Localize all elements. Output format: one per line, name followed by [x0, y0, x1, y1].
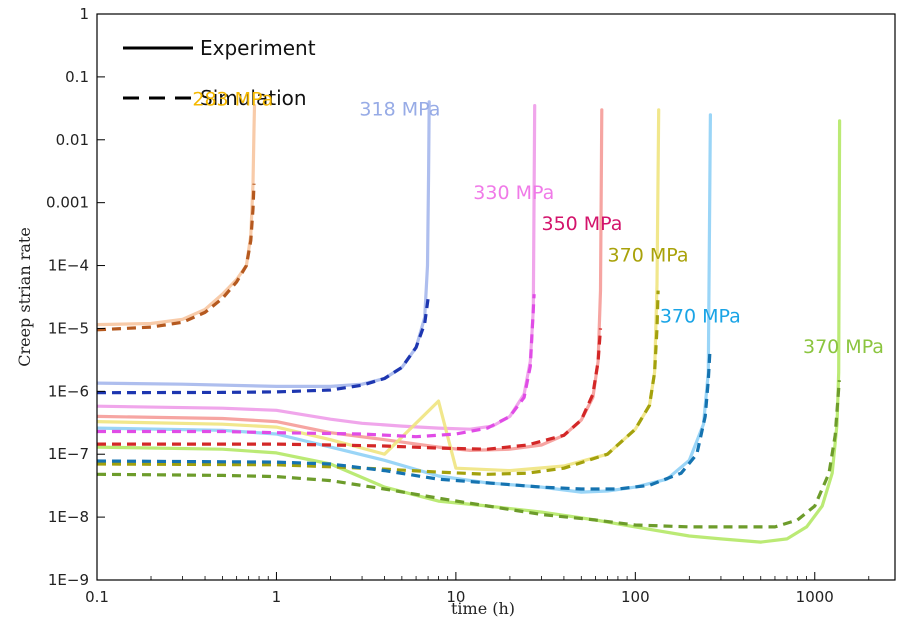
x-axis-title: time (h): [451, 599, 515, 618]
y-tick-label-4: 1E−4: [48, 257, 89, 275]
series-label-4: 370 MPa: [608, 245, 689, 267]
y-tick-label-1: 0.1: [65, 68, 89, 86]
y-tick-label-6: 1E−6: [48, 382, 89, 400]
x-tick-label-1: 1: [272, 588, 282, 606]
series-label-1: 318 MPa: [359, 98, 440, 120]
y-tick-label-3: 0.001: [46, 194, 89, 212]
y-tick-label-5: 1E−5: [48, 319, 89, 337]
series-label-6: 370 MPa: [803, 336, 884, 358]
series-annotations: 283 MPa 318 MPa 330 MPa 350 MPa 370 MPa 370 M…: [192, 89, 884, 358]
experiment-line-3: [97, 108, 604, 452]
y-tick-label-2: 0.01: [56, 131, 89, 149]
x-tick-label-3: 100: [621, 588, 650, 606]
y-tick-label-8: 1E−8: [48, 508, 89, 526]
legend-label-solid: Experiment: [200, 36, 316, 60]
series-label-2: 330 MPa: [473, 182, 554, 204]
experiment-line-2: [97, 104, 537, 431]
series-label-3: 350 MPa: [541, 213, 622, 235]
simulation-line-5: [97, 353, 712, 491]
plot-frame: [96, 13, 896, 581]
legend: Experiment Simulation: [123, 36, 316, 110]
series-label-0: 283 MPa: [192, 89, 273, 111]
experiment-line-0: [97, 104, 257, 327]
axes-layer: [96, 13, 896, 581]
simulation-line-2: [97, 294, 536, 439]
y-tick-label-7: 1E−7: [48, 445, 89, 463]
x-tick-label-4: 1000: [796, 588, 834, 606]
ticks-layer: 0.1 1 10 100 1000 1 0.1 0.01 0.001 1E−4 1E−5 1E−6 1E…: [46, 5, 870, 606]
simulation-line-0: [97, 183, 256, 332]
experiment-line-1: [97, 100, 431, 388]
simulation-line-1: [97, 298, 430, 395]
y-tick-label-0: 1: [79, 5, 89, 23]
x-tick-label-2: 10: [446, 588, 465, 606]
y-tick-label-9: 1E−9: [48, 571, 89, 589]
y-axis-title: Creep strian rate: [15, 227, 34, 367]
simulation-line-4: [97, 290, 660, 476]
series-layer: [97, 100, 842, 544]
series-label-5: 370 MPa: [660, 305, 741, 327]
simulation-line-3: [97, 328, 603, 451]
legend-label-dashed: Simulation: [200, 86, 307, 110]
x-tick-label-0: 0.1: [85, 588, 109, 606]
